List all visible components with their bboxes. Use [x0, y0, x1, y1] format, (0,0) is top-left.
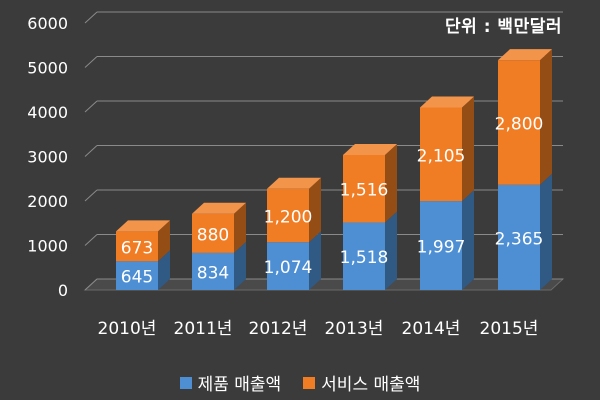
gridline-depth	[84, 11, 98, 24]
bar-service	[498, 60, 540, 185]
bar-service	[420, 107, 462, 202]
bar-product	[116, 261, 158, 290]
bar-product-side	[385, 211, 397, 290]
bar-service	[343, 154, 385, 223]
y-tick-label: 1000	[27, 237, 68, 256]
legend: 제품 매출액 서비스 매출액	[0, 370, 600, 395]
gridline-depth	[84, 100, 98, 113]
gridline-depth	[84, 145, 98, 157]
bar-product	[420, 201, 462, 290]
bar-service-top	[192, 202, 246, 214]
legend-swatch-product	[179, 376, 192, 389]
bar-service-side	[309, 177, 321, 243]
legend-item-product: 제품 매출액	[179, 370, 282, 395]
bar-service-top	[267, 177, 321, 189]
bar-product	[498, 184, 540, 290]
y-tick-label: 4000	[27, 103, 68, 122]
x-tick-label: 2011년	[174, 319, 233, 339]
bar-service-top	[116, 220, 170, 232]
x-tick-label: 2012년	[249, 319, 308, 339]
data-label-service: 880	[197, 225, 229, 245]
y-tick-label: 6000	[27, 14, 68, 33]
data-label-service: 2,800	[495, 114, 544, 134]
data-label-service: 673	[121, 238, 153, 258]
data-label-service: 1,200	[264, 208, 313, 228]
bar-service-side	[158, 220, 170, 262]
bar-product	[192, 252, 234, 290]
y-tick-label: 5000	[27, 59, 68, 78]
bar-product	[343, 222, 385, 290]
legend-swatch-service	[303, 376, 316, 389]
bar-service-side	[385, 143, 397, 223]
gridline-depth	[84, 278, 98, 291]
bar-product	[267, 242, 309, 290]
bar-product-side	[309, 231, 321, 290]
gridline-depth	[84, 234, 98, 246]
data-label-service: 1,516	[340, 181, 389, 201]
x-tick-label: 2015년	[480, 319, 539, 339]
unit-note: 단위 : 백만달러	[445, 17, 562, 37]
bar-service-top	[343, 143, 397, 155]
data-label-product: 2,365	[495, 229, 544, 249]
y-tick-label: 3000	[27, 148, 68, 167]
x-tick-label: 2010년	[98, 319, 157, 339]
bar-product-side	[158, 250, 170, 290]
data-label-product: 645	[121, 268, 153, 288]
y-tick-label: 0	[58, 281, 68, 300]
x-tick-label: 2013년	[325, 319, 384, 339]
bar-service-side	[540, 49, 552, 185]
data-label-product: 1,518	[340, 248, 389, 268]
y-tick-label: 2000	[27, 192, 68, 211]
data-label-product: 1,997	[417, 238, 466, 258]
bar-product-side	[540, 173, 552, 290]
gridline-depth	[84, 56, 98, 68]
x-tick-label: 2014년	[402, 319, 461, 339]
data-label-product: 1,074	[264, 258, 313, 278]
bar-service-side	[234, 202, 246, 253]
gridline-depth	[84, 189, 98, 202]
legend-label-product: 제품 매출액	[197, 375, 282, 395]
bar-service	[192, 213, 234, 253]
legend-label-service: 서비스 매출액	[321, 375, 421, 395]
bar-service-top	[420, 96, 474, 108]
bar-service-side	[462, 96, 474, 202]
bar-service-top	[498, 49, 552, 61]
bar-product-side	[234, 241, 246, 290]
legend-item-service: 서비스 매출액	[303, 370, 420, 395]
data-label-service: 2,105	[417, 146, 466, 166]
bar-service	[267, 188, 309, 243]
data-label-product: 834	[197, 263, 229, 283]
bar-product-side	[462, 190, 474, 290]
bar-service	[116, 231, 158, 262]
